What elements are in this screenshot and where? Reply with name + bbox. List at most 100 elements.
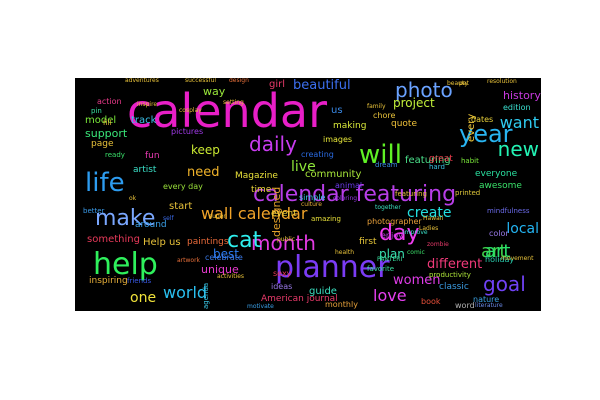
cloud-word: new	[497, 137, 539, 161]
cloud-word: Ladies	[419, 225, 439, 232]
cloud-word: ok	[129, 195, 137, 202]
cloud-word: inspiring	[89, 276, 128, 286]
cloud-word: American journal	[261, 294, 338, 304]
cloud-word: wall calendar	[201, 204, 308, 223]
cloud-word: something	[87, 234, 140, 245]
cloud-word: mindfulness	[487, 207, 530, 215]
cloud-word: literature	[475, 302, 503, 309]
cloud-word: model	[85, 115, 117, 126]
cloud-word: history	[503, 89, 541, 102]
cloud-word: help	[93, 247, 158, 282]
cloud-word: artist	[133, 165, 157, 175]
cloud-word: everyone	[475, 169, 518, 179]
cloud-word: printed	[455, 189, 481, 197]
cloud-word: creating	[301, 150, 334, 159]
cloud-word: great	[429, 154, 453, 164]
cloud-word: book	[421, 297, 441, 306]
cloud-word: design	[229, 78, 249, 84]
cloud-word: hard	[429, 163, 445, 171]
cloud-word: art	[485, 241, 511, 262]
cloud-word: world	[163, 283, 208, 302]
cloud-word: inspire	[137, 101, 158, 108]
cloud-word: movement	[501, 255, 534, 262]
cloud-word: paintings	[187, 237, 229, 247]
cloud-word: page	[91, 139, 114, 149]
cloud-word: comic	[407, 249, 425, 256]
cloud-word: dates	[471, 115, 494, 124]
cloud-word: track	[131, 115, 157, 126]
cloud-word: pin	[91, 107, 102, 115]
cloud-word: zombie	[427, 241, 449, 248]
cloud-word: enjoy	[381, 231, 403, 240]
cloud-word: action	[97, 97, 122, 106]
cloud-word: guide	[309, 286, 337, 297]
cloud-word: planner	[275, 250, 390, 285]
cloud-word: cosplay	[179, 107, 202, 114]
cloud-word: animal	[335, 181, 363, 190]
cloud-word: sexy	[273, 269, 292, 278]
cloud-word: beautiful	[293, 78, 351, 93]
cloud-word: us	[331, 105, 343, 116]
cloud-word: better	[83, 207, 105, 215]
cloud-word: want	[499, 113, 539, 132]
cloud-word: local	[506, 221, 539, 237]
cloud-word: PANTERI	[377, 256, 403, 263]
cloud-word: family	[367, 103, 386, 110]
cloud-word: artwork	[177, 257, 201, 264]
cloud-word: featuring	[395, 190, 427, 198]
cloud-word: art	[481, 241, 507, 262]
cloud-word: amazing	[311, 215, 341, 223]
cloud-word: project	[393, 96, 435, 110]
cloud-word: productivity	[429, 271, 471, 279]
cloud-word: calendar featuring	[253, 182, 457, 207]
cloud-word: together	[375, 204, 401, 211]
cloud-word: celebrate	[205, 253, 243, 262]
cloud-word: beauty	[447, 80, 468, 87]
cloud-word: simple	[299, 193, 326, 202]
cloud-word: super	[209, 213, 226, 220]
cloud-word: Help us	[143, 237, 181, 248]
cloud-word: dream	[375, 161, 398, 169]
cloud-word: every day	[163, 182, 203, 191]
cloud-word: resolution	[487, 78, 517, 85]
cloud-word: edition	[503, 103, 531, 112]
cloud-word: habit	[461, 157, 479, 165]
cloud-word: Hawaii	[423, 215, 444, 222]
cloud-word: fill	[103, 119, 112, 127]
cloud-word: need	[187, 165, 220, 180]
cloud-word: one	[130, 290, 157, 306]
cloud-word: girl	[269, 79, 286, 90]
cloud-word: photographer	[367, 217, 422, 226]
cloud-word: successful	[185, 78, 217, 84]
cloud-word: calendar	[127, 84, 328, 138]
cloud-word: will	[359, 140, 402, 170]
cloud-word: fun	[145, 151, 160, 161]
cloud-word: chore	[373, 111, 396, 120]
cloud-word: classic	[439, 282, 469, 292]
cloud-word: coloring	[333, 195, 358, 202]
cloud-word: daily	[249, 132, 297, 156]
cloud-word: self	[163, 215, 174, 222]
cloud-word: monthly	[325, 300, 358, 309]
cloud-word: public	[277, 236, 296, 243]
cloud-word: create	[407, 205, 452, 221]
cloud-word: women	[393, 273, 441, 288]
cloud-word: health	[335, 249, 354, 256]
cloud-word: pictures	[171, 127, 204, 136]
cloud-word: pet	[459, 80, 469, 87]
cloud-word: community	[305, 169, 362, 180]
cloud-word: color	[489, 229, 509, 238]
cloud-word: making	[333, 121, 367, 131]
cloud-word: live	[291, 159, 316, 175]
cloud-word: holiday	[485, 255, 515, 264]
cloud-word: event	[271, 209, 297, 219]
cloud-word: time	[251, 185, 272, 195]
cloud-word: agenda	[202, 282, 210, 309]
cloud-word: goal	[483, 272, 526, 296]
cloud-word: awesome	[479, 181, 522, 191]
cloud-word: keep	[191, 143, 220, 157]
cloud-word: plan	[379, 247, 405, 261]
cloud-word: life	[85, 168, 125, 198]
word-cloud: calendar calendar featuring planner month he…	[75, 78, 541, 311]
cloud-word: adventures	[125, 78, 159, 84]
